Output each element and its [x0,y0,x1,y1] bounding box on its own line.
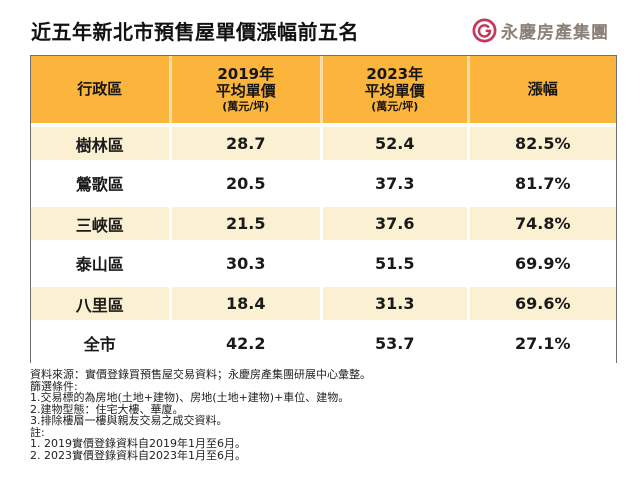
note-remark-heading: 註: [30,425,45,439]
note-source: 資料來源：實價登錄買預售屋交易資料；永慶房產集團研展中心彙整。 [30,368,371,381]
brand-name: 永慶房產集團 [501,22,609,43]
cell-district: 八里區 [31,283,169,323]
table-row: 鶯歌區 20.5 37.3 81.7% [31,163,616,203]
cell-district: 樹林區 [31,123,169,163]
cell-price-2023: 37.6 [320,203,467,243]
cell-price-2023: 31.3 [320,283,467,323]
page-title: 近五年新北市預售屋單價漲幅前五名 [31,19,359,44]
note-filter-heading: 篩選條件: [30,379,78,393]
note-filter-1: 1.交易標的為房地(土地+建物)、房地(土地+建物)+車位、建物。 [30,391,350,404]
cell-price-2019: 21.5 [168,203,320,243]
yungching-circle-g-icon [472,18,497,42]
column-header-label: 2019年 [217,65,275,83]
note-filter-2: 2.建物型態：住宅大樓、華廈。 [30,402,184,416]
cell-change: 81.7% [466,163,616,203]
column-header-unit: (萬元/坪) [222,100,270,113]
price-comparison-table: 行政區 2019年 平均單價 (萬元/坪) 2023年 平均單價 (萬元/坪) … [30,55,617,363]
brand-logo: 永慶房產集團 [472,18,609,43]
cell-change: 74.8% [466,203,616,243]
cell-price-2019: 28.7 [168,123,320,163]
cell-change: 69.6% [466,283,616,323]
table-header-row: 行政區 2019年 平均單價 (萬元/坪) 2023年 平均單價 (萬元/坪) … [31,56,616,123]
cell-change: 27.1% [466,323,616,363]
cell-district: 鶯歌區 [31,163,169,203]
cell-price-2023: 37.3 [320,163,467,203]
table-row: 八里區 18.4 31.3 69.6% [31,283,616,323]
column-header-label: 2023年 [366,65,424,83]
column-header-change: 漲幅 [466,56,616,123]
cell-change: 69.9% [466,243,616,283]
title-bar: 近五年新北市預售屋單價漲幅前五名 永慶房產集團 [31,13,609,47]
column-header-2023-price: 2023年 平均單價 (萬元/坪) [320,56,467,123]
column-header-label: 漲幅 [527,80,558,98]
table-row-citywide: 全市 42.2 53.7 27.1% [31,323,616,363]
cell-district: 三峽區 [31,203,169,243]
cell-district: 泰山區 [31,243,169,283]
cell-price-2019: 42.2 [168,323,320,363]
column-header-label: 平均單價 [215,82,276,100]
cell-price-2019: 30.3 [168,243,320,283]
cell-price-2023: 53.7 [320,323,467,363]
cell-price-2019: 20.5 [168,163,320,203]
cell-price-2019: 18.4 [168,283,320,323]
table-row: 泰山區 30.3 51.5 69.9% [31,243,616,283]
table-row: 樹林區 28.7 52.4 82.5% [31,123,616,163]
column-header-2019-price: 2019年 平均單價 (萬元/坪) [168,56,320,123]
note-filter-3: 3.排除樓層一樓與親友交易之成交資料。 [30,414,228,427]
column-header-district: 行政區 [31,56,169,123]
table-row: 三峽區 21.5 37.6 74.8% [31,203,616,243]
column-header-label: 行政區 [77,80,123,98]
footnotes: 資料來源：實價登錄買預售屋交易資料；永慶房產集團研展中心彙整。 篩選條件: 1.… [30,369,620,461]
note-remark-1: 1. 2019實價登錄資料自2019年1月至6月。 [30,437,246,450]
note-remark-2: 2. 2023實價登錄資料自2023年1月至6月。 [30,448,246,462]
cell-district: 全市 [31,323,169,363]
column-header-unit: (萬元/坪) [371,100,419,113]
cell-price-2023: 51.5 [320,243,467,283]
cell-change: 82.5% [466,123,616,163]
column-header-label: 平均單價 [364,82,425,100]
cell-price-2023: 52.4 [320,123,467,163]
